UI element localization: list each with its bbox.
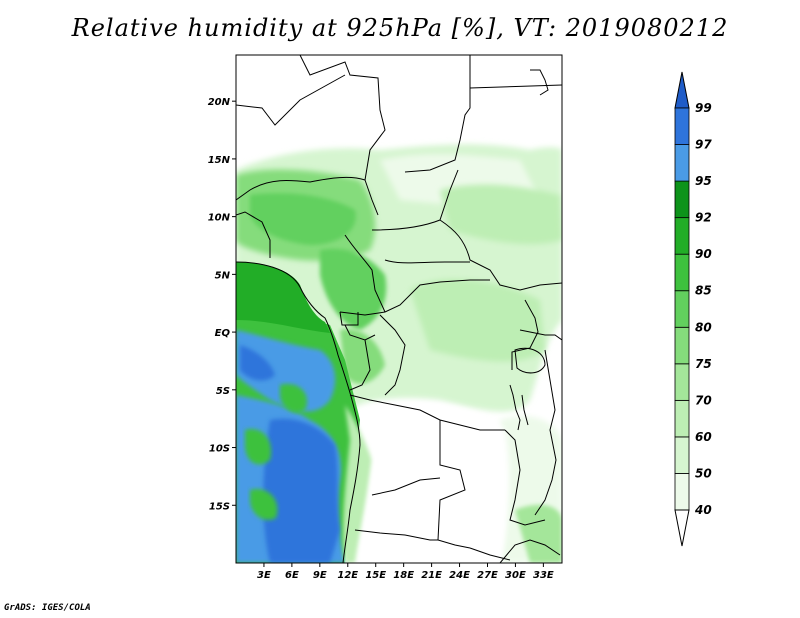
colorbar-label: 60 xyxy=(695,430,712,444)
lon-tick-label: 21E xyxy=(421,570,442,581)
colorbar-label: 85 xyxy=(695,284,712,298)
lon-tick-label: 12E xyxy=(337,570,358,581)
lat-tick-label: 20N xyxy=(208,97,231,108)
lon-tick-label: 9E xyxy=(313,570,327,581)
colorbar-segment xyxy=(674,217,690,255)
colorbar-segment xyxy=(674,107,690,145)
colorbar-label: 95 xyxy=(695,174,712,188)
lat-tick-label: 15N xyxy=(208,155,231,166)
colorbar-label: 80 xyxy=(695,320,712,334)
lat-tick-label: 10S xyxy=(209,444,230,455)
colorbar-segment xyxy=(674,253,690,292)
lon-tick-label: 24E xyxy=(449,570,470,581)
colorbar-label: 50 xyxy=(695,466,712,480)
lat-tick-label: 5S xyxy=(216,386,230,397)
colorbar-segment xyxy=(674,180,690,219)
colorbar-bottom-triangle xyxy=(674,509,690,547)
colorbar-label: 90 xyxy=(695,247,712,261)
lon-tick-label: 27E xyxy=(477,570,498,581)
lon-tick-label: 15E xyxy=(365,570,386,581)
lon-tick-label: 33E xyxy=(533,570,554,581)
colorbar-segment xyxy=(674,399,690,438)
lon-tick-label: 18E xyxy=(393,570,414,581)
longitude-ticks: 3E 6E 9E 12E 15E 18E 21E 24E 27E 30E 33E xyxy=(257,563,554,581)
colorbar-segment xyxy=(674,290,690,328)
colorbar-label: 70 xyxy=(695,393,712,407)
latitude-ticks: 20N 15N 10N 5N EQ 5S 10S 15S xyxy=(208,97,236,512)
colorbar-label: 75 xyxy=(695,357,712,371)
colorbar-label: 99 xyxy=(695,101,712,115)
lat-tick-label: 10N xyxy=(208,213,231,224)
colorbar-segment xyxy=(674,363,690,401)
colorbar-segment xyxy=(674,326,690,365)
lon-tick-label: 3E xyxy=(257,570,271,581)
lat-tick-label: 15S xyxy=(209,501,230,512)
humidity-field xyxy=(236,55,562,563)
colorbar-segment xyxy=(674,436,690,474)
lon-tick-label: 6E xyxy=(285,570,299,581)
lat-tick-label: 5N xyxy=(215,270,231,281)
colorbar-segment xyxy=(674,473,690,511)
colorbar-label: 97 xyxy=(695,138,712,152)
colorbar-label: 92 xyxy=(695,211,712,225)
colorbar-top-triangle xyxy=(674,71,690,109)
map-title: Relative humidity at 925hPa [%], VT: 201… xyxy=(71,14,729,42)
colorbar: 40 50 60 70 75 80 85 90 92 95 97 99 xyxy=(674,71,712,547)
grads-credit: GrADS: IGES/COLA xyxy=(4,603,91,613)
colorbar-label: 40 xyxy=(694,503,712,517)
country-borders xyxy=(236,55,562,563)
map-frame xyxy=(235,54,563,564)
lon-tick-label: 30E xyxy=(505,570,526,581)
lat-tick-label: EQ xyxy=(215,328,231,339)
colorbar-segment xyxy=(674,144,690,182)
